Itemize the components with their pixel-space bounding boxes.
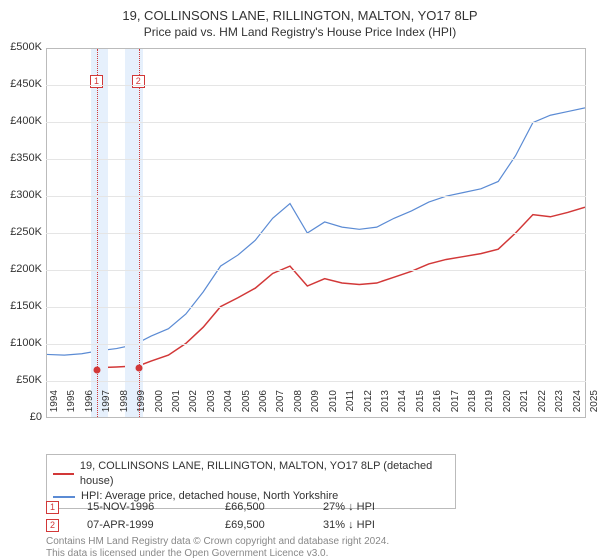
sale-marker: 1: [90, 75, 103, 88]
x-tick-label: 2022: [537, 390, 548, 420]
x-tick-label: 2005: [241, 390, 252, 420]
x-tick-label: 2009: [310, 390, 321, 420]
x-tick-label: 1998: [119, 390, 130, 420]
chart-title: 19, COLLINSONS LANE, RILLINGTON, MALTON,…: [0, 0, 600, 23]
y-gridline: [46, 196, 586, 197]
y-gridline: [46, 85, 586, 86]
x-tick-label: 2000: [154, 390, 165, 420]
x-tick-label: 2016: [432, 390, 443, 420]
sale-row: 1 15-NOV-1996 £66,500 27% ↓ HPI: [46, 498, 433, 516]
sale-price: £66,500: [225, 501, 295, 513]
footnote-line-1: Contains HM Land Registry data © Crown c…: [46, 536, 389, 548]
x-tick-label: 2012: [363, 390, 374, 420]
y-tick-label: £450K: [0, 78, 42, 90]
y-tick-label: £150K: [0, 300, 42, 312]
y-gridline: [46, 307, 586, 308]
x-tick-label: 1999: [136, 390, 147, 420]
y-gridline: [46, 381, 586, 382]
y-tick-label: £100K: [0, 337, 42, 349]
y-tick-label: £0: [0, 411, 42, 423]
x-tick-label: 2010: [328, 390, 339, 420]
x-tick-label: 2017: [450, 390, 461, 420]
sale-dot: [93, 366, 100, 373]
y-gridline: [46, 159, 586, 160]
x-tick-label: 2008: [293, 390, 304, 420]
sale-marker-ref: 1: [46, 501, 59, 514]
x-tick-label: 1997: [101, 390, 112, 420]
x-tick-label: 1995: [66, 390, 77, 420]
footnote-line-2: This data is licensed under the Open Gov…: [46, 548, 389, 560]
x-tick-label: 2007: [275, 390, 286, 420]
footnote: Contains HM Land Registry data © Crown c…: [46, 536, 389, 560]
x-tick-label: 2013: [380, 390, 391, 420]
x-tick-label: 2011: [345, 390, 356, 420]
y-tick-label: £200K: [0, 263, 42, 275]
x-tick-label: 1996: [84, 390, 95, 420]
sale-date: 07-APR-1999: [87, 519, 197, 531]
x-tick-label: 2024: [572, 390, 583, 420]
x-tick-label: 2025: [589, 390, 600, 420]
x-tick-label: 2014: [397, 390, 408, 420]
y-gridline: [46, 233, 586, 234]
x-tick-label: 2006: [258, 390, 269, 420]
y-tick-label: £350K: [0, 152, 42, 164]
y-gridline: [46, 270, 586, 271]
x-tick-label: 2001: [171, 390, 182, 420]
y-tick-label: £50K: [0, 374, 42, 386]
x-tick-label: 2023: [554, 390, 565, 420]
legend-item: 19, COLLINSONS LANE, RILLINGTON, MALTON,…: [53, 459, 449, 489]
chart-subtitle: Price paid vs. HM Land Registry's House …: [0, 23, 600, 45]
sale-date: 15-NOV-1996: [87, 501, 197, 513]
sale-dot: [135, 364, 142, 371]
y-tick-label: £500K: [0, 41, 42, 53]
x-tick-label: 2020: [502, 390, 513, 420]
x-tick-label: 2004: [223, 390, 234, 420]
x-tick-label: 2018: [467, 390, 478, 420]
x-tick-label: 2002: [188, 390, 199, 420]
y-gridline: [46, 344, 586, 345]
sale-price: £69,500: [225, 519, 295, 531]
x-tick-label: 2015: [415, 390, 426, 420]
legend-swatch: [53, 473, 74, 475]
y-gridline: [46, 122, 586, 123]
x-tick-label: 2003: [206, 390, 217, 420]
legend-label: 19, COLLINSONS LANE, RILLINGTON, MALTON,…: [80, 459, 449, 489]
sale-pct: 27% ↓ HPI: [323, 501, 433, 513]
x-tick-label: 2021: [519, 390, 530, 420]
sale-marker-ref: 2: [46, 519, 59, 532]
x-tick-label: 1994: [49, 390, 60, 420]
sales-table: 1 15-NOV-1996 £66,500 27% ↓ HPI 2 07-APR-1999…: [46, 498, 433, 534]
sale-pct: 31% ↓ HPI: [323, 519, 433, 531]
sale-marker: 2: [132, 75, 145, 88]
sale-row: 2 07-APR-1999 £69,500 31% ↓ HPI: [46, 516, 433, 534]
x-tick-label: 2019: [484, 390, 495, 420]
y-tick-label: £250K: [0, 226, 42, 238]
y-tick-label: £300K: [0, 189, 42, 201]
y-tick-label: £400K: [0, 115, 42, 127]
